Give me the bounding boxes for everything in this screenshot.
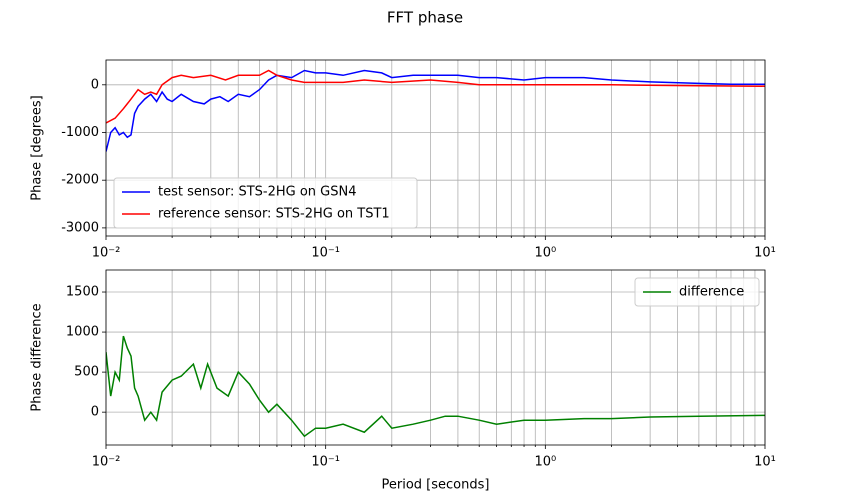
series-line bbox=[106, 69, 765, 152]
x-tick-label: 10¹ bbox=[754, 246, 776, 261]
x-tick-label: 10⁻² bbox=[92, 455, 121, 470]
legend-label: reference sensor: STS-2HG on TST1 bbox=[158, 207, 390, 222]
axes-frame bbox=[105, 59, 766, 237]
legend-label: difference bbox=[679, 285, 744, 300]
y-axis-label: Phase [degrees] bbox=[30, 95, 45, 200]
y-tick-label: 1000 bbox=[66, 325, 99, 340]
x-tick-label: 10⁰ bbox=[534, 246, 556, 261]
x-tick-label: 10⁰ bbox=[534, 455, 556, 470]
legend-box bbox=[113, 177, 418, 229]
x-axis-label: Period [seconds] bbox=[382, 478, 490, 493]
y-tick-label: -3000 bbox=[61, 220, 99, 235]
axes-frame bbox=[105, 269, 766, 446]
x-tick-label: 10⁻¹ bbox=[311, 455, 340, 470]
y-tick-label: -1000 bbox=[61, 125, 99, 140]
x-tick-label: 10¹ bbox=[754, 455, 776, 470]
y-tick-label: 1500 bbox=[66, 285, 99, 300]
y-tick-label: 0 bbox=[91, 405, 99, 420]
series-line bbox=[106, 335, 765, 438]
legend-label: test sensor: STS-2HG on GSN4 bbox=[158, 185, 357, 200]
series-line bbox=[106, 69, 765, 124]
y-tick-label: -2000 bbox=[61, 173, 99, 188]
y-tick-label: 0 bbox=[91, 77, 99, 92]
x-tick-label: 10⁻¹ bbox=[311, 246, 340, 261]
x-tick-label: 10⁻² bbox=[92, 246, 121, 261]
figure-title: FFT phase bbox=[387, 9, 463, 27]
legend-box bbox=[634, 277, 760, 307]
y-axis-label: Phase difference bbox=[30, 303, 45, 411]
y-tick-label: 500 bbox=[74, 365, 99, 380]
